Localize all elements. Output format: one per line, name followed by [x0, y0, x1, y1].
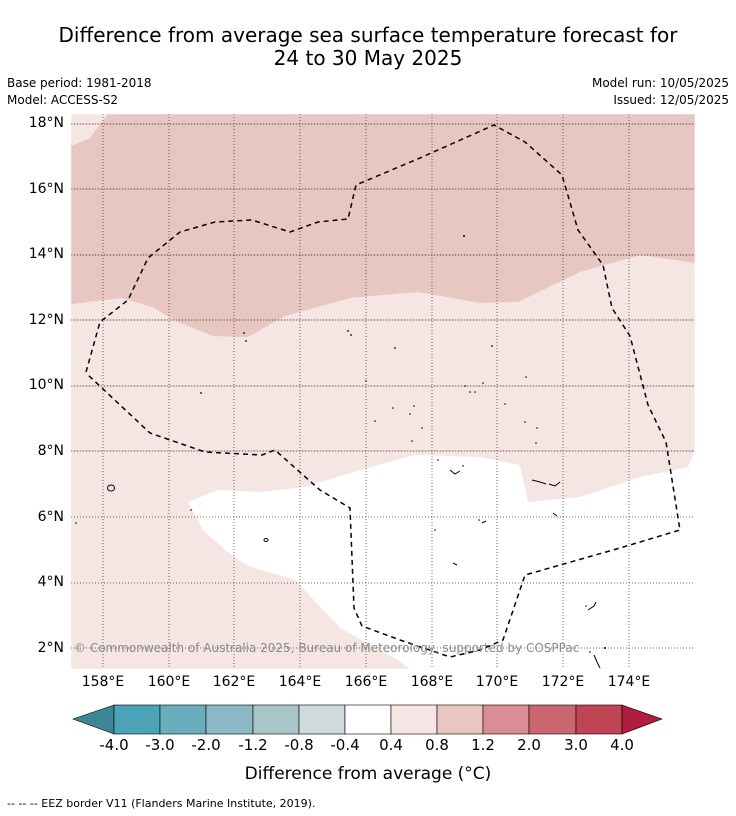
lon-tick-label: 162°E: [212, 674, 256, 690]
map-frame: [70, 113, 696, 670]
lon-tick-label: 170°E: [475, 674, 519, 690]
colorbar-tick-label: -2.0: [191, 736, 221, 754]
lat-tick-label: 10°N: [28, 377, 64, 393]
colorbar-segment-1: [113, 704, 161, 735]
colorbar-tick-label: -0.8: [284, 736, 314, 754]
eez-legend-note: -- -- -- EEZ border V11 (Flanders Marine…: [7, 797, 316, 810]
eez-border: [85, 124, 681, 658]
colorbar-tick-label: 4.0: [610, 736, 634, 754]
anomaly-0.8-1.2-region: [71, 114, 695, 337]
colorbar-segment-9: [482, 704, 530, 735]
copyright-notice: © Commonwealth of Australia 2025, Bureau…: [74, 641, 580, 655]
colorbar: [72, 704, 663, 735]
colorbar-segment-6: [344, 704, 392, 735]
lat-tick-label: 18°N: [28, 115, 64, 131]
colorbar-segment-3: [205, 704, 254, 735]
lon-tick-label: 164°E: [278, 674, 322, 690]
colorbar-tick-label: -0.4: [330, 736, 360, 754]
colorbar-title: Difference from average (°C): [244, 764, 492, 784]
lat-tick-label: 12°N: [28, 312, 64, 328]
colorbar-segment-11: [575, 704, 623, 735]
map-plot: [71, 114, 695, 669]
lon-tick-label: 160°E: [147, 674, 191, 690]
graticule: [71, 114, 695, 669]
colorbar-tick-label: -3.0: [145, 736, 175, 754]
colorbar-tick-label: 3.0: [564, 736, 588, 754]
lat-tick-label: 2°N: [37, 640, 64, 656]
lon-tick-label: 158°E: [81, 674, 125, 690]
map-title-line2: 24 to 30 May 2025: [273, 46, 463, 70]
anomaly-near-average-region: [188, 450, 695, 669]
colorbar-tick-label: 0.8: [425, 736, 449, 754]
colorbar-tick-label: -4.0: [99, 736, 129, 754]
colorbar-tick-label: 2.0: [517, 736, 541, 754]
colorbar-segment-2: [159, 704, 207, 735]
islands: [107, 469, 601, 669]
colorbar-segment-4: [252, 704, 300, 735]
lon-tick-label: 172°E: [541, 674, 585, 690]
atolls: [75, 235, 606, 653]
lon-tick-label: 168°E: [410, 674, 454, 690]
model-name: Model: ACCESS-S2: [7, 93, 119, 107]
lat-tick-label: 14°N: [28, 246, 64, 262]
lon-tick-label: 166°E: [344, 674, 388, 690]
colorbar-segment-10: [528, 704, 577, 735]
lon-tick-label: 174°E: [607, 674, 651, 690]
colorbar-segment-8: [436, 704, 484, 735]
map-title-line1: Difference from average sea surface temp…: [58, 23, 678, 47]
colorbar-tick-label: -1.2: [238, 736, 268, 754]
colorbar-tick-label: 0.4: [379, 736, 403, 754]
colorbar-segment-7: [390, 704, 438, 735]
anomaly-0.4-0.8-corner: [71, 114, 108, 146]
lat-tick-label: 16°N: [28, 181, 64, 197]
colorbar-over-arrow: [621, 704, 663, 735]
colorbar-tick-label: 1.2: [471, 736, 495, 754]
colorbar-under-arrow: [72, 704, 115, 735]
base-period: Base period: 1981-2018: [7, 76, 152, 90]
lat-tick-label: 8°N: [37, 443, 64, 459]
lat-tick-label: 6°N: [37, 509, 64, 525]
lat-tick-label: 4°N: [37, 574, 64, 590]
model-run: Model run: 10/05/2025: [591, 76, 729, 90]
issued-date: Issued: 12/05/2025: [613, 93, 729, 107]
colorbar-segment-5: [298, 704, 346, 735]
